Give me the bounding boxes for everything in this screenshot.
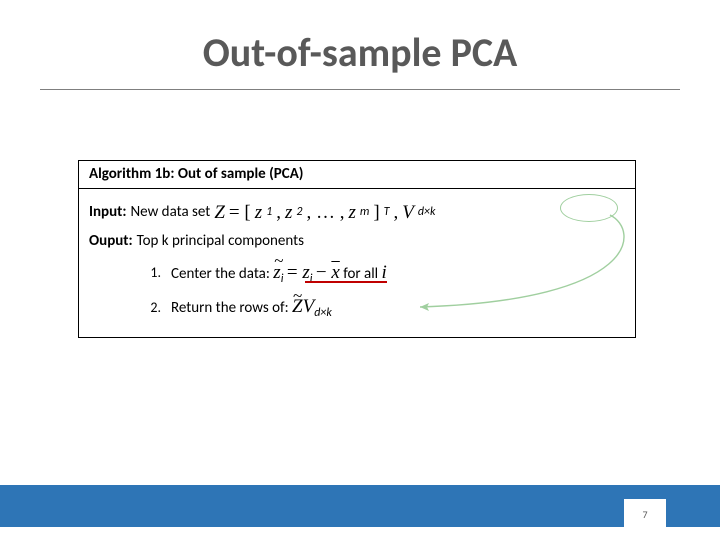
math-comma: , (394, 198, 399, 227)
slide-title: Out-of-sample PCA (0, 0, 720, 89)
input-label: Input: (89, 201, 127, 224)
math-zm-sub: m (360, 203, 370, 222)
math-z1: z (255, 198, 262, 227)
math-c2: , … , (306, 198, 344, 227)
input-text: New data set (131, 201, 211, 224)
output-row: Ouput: Top k principal components (89, 230, 625, 253)
math-eq2: = (287, 262, 302, 283)
math-zi-sub: i (310, 272, 313, 286)
algorithm-box: Algorithm 1b: Out of sample (PCA) Input:… (78, 160, 636, 338)
step-2-num: 2. (143, 297, 161, 319)
math-V-sub: d×k (418, 203, 436, 222)
step-2: 2. Return the rows of: ZVd×k (143, 292, 625, 323)
math-minus: − (316, 262, 331, 283)
math-i: i (381, 262, 386, 283)
math-Z: Z (214, 198, 225, 227)
output-label: Ouput: (89, 230, 133, 253)
math-close: ] (373, 198, 379, 227)
step-1-num: 1. (143, 262, 161, 284)
math-c1: , (276, 198, 281, 227)
algo-header-bold: Algorithm 1b: (89, 165, 174, 183)
math-T: T (384, 203, 390, 222)
algorithm-body: Input: New data set Z = [z1, z2, … , zm]… (79, 189, 635, 337)
slide: Out-of-sample PCA Algorithm 1b: Out of s… (0, 0, 720, 540)
step-1: 1. Center the data: zi = zi − x for all … (143, 258, 625, 289)
math-z2: z (285, 198, 292, 227)
math-z1-sub: 1 (266, 203, 272, 222)
math-xbar: x (331, 262, 339, 283)
math-V2: V (303, 296, 315, 317)
input-row: Input: New data set Z = [z1, z2, … , zm]… (89, 198, 625, 227)
math-Ztilde: Z (292, 296, 303, 317)
step-list: 1. Center the data: zi = zi − x for all … (89, 258, 625, 323)
annotation-ellipse-V (560, 194, 618, 222)
math-V: V (402, 198, 414, 227)
step-1-text: Center the data: (171, 265, 273, 283)
algo-header-rest: Out of sample (PCA) (174, 165, 303, 183)
math-zm: z (348, 198, 355, 227)
math-zi: z (302, 262, 309, 283)
math-z2-sub: 2 (296, 203, 302, 222)
footer-bar (0, 485, 720, 527)
title-rule (40, 89, 680, 90)
page-number: 7 (624, 499, 666, 529)
math-ztilde: z (273, 262, 280, 283)
step-2-text: Return the rows of: (171, 299, 292, 317)
step-1-forall: for all (343, 265, 381, 283)
math-eq-open: = [ (229, 198, 251, 227)
algorithm-header: Algorithm 1b: Out of sample (PCA) (79, 161, 635, 189)
math-V2-sub: d×k (314, 306, 332, 320)
annotation-underline-center (305, 281, 387, 283)
